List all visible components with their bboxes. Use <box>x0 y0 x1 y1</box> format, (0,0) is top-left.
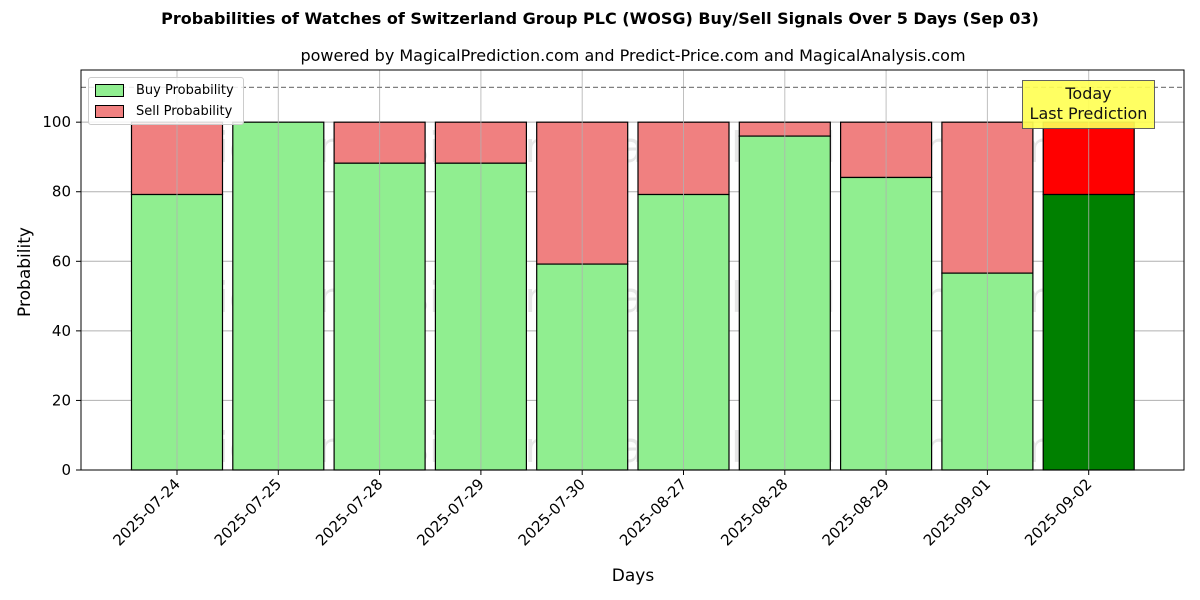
y-tick-label: 20 <box>52 391 71 409</box>
x-tick-label: 2025-07-30 <box>515 475 589 549</box>
legend-item-buy: Buy Probability <box>95 82 234 98</box>
vertical-gridlines <box>176 70 1090 470</box>
x-tick-label: 2025-07-24 <box>109 475 183 549</box>
x-tick-label: 2025-08-28 <box>717 475 791 549</box>
plot-frame <box>80 69 1185 471</box>
y-axis: 0 20 40 60 80 100 <box>42 113 81 479</box>
x-axis-label: Days <box>612 566 655 586</box>
annotation-line-1: Today <box>1065 84 1112 103</box>
x-tick-label: 2025-07-29 <box>413 475 487 549</box>
today-annotation: Today Last Prediction <box>1022 80 1155 129</box>
x-tick-label: 2025-08-27 <box>616 475 690 549</box>
sell-swatch-icon <box>95 104 124 118</box>
y-axis-label: Probability <box>15 227 35 317</box>
y-tick-label: 100 <box>42 113 71 131</box>
y-tick-label: 80 <box>52 183 71 201</box>
y-tick-label: 40 <box>52 322 71 340</box>
chart-title: Probabilities of Watches of Switzerland … <box>161 9 1039 28</box>
y-tick-label: 60 <box>52 252 71 270</box>
legend: Buy Probability Sell Probability <box>88 77 244 125</box>
x-tick-label: 2025-09-02 <box>1021 475 1095 549</box>
y-tick-label: 0 <box>61 461 71 479</box>
annotation-line-2: Last Prediction <box>1029 104 1148 123</box>
x-tick-label: 2025-07-28 <box>312 475 386 549</box>
x-tick-label: 2025-07-25 <box>211 475 285 549</box>
x-tick-label: 2025-08-29 <box>819 475 893 549</box>
legend-buy-label: Buy Probability <box>136 82 234 98</box>
chart-subtitle: powered by MagicalPrediction.com and Pre… <box>300 46 966 65</box>
x-axis: 2025-07-24 2025-07-25 2025-07-28 2025-07-29… <box>109 470 1096 549</box>
legend-item-sell: Sell Probability <box>95 103 232 119</box>
x-tick-label: 2025-09-01 <box>920 475 994 549</box>
legend-sell-label: Sell Probability <box>136 103 233 119</box>
buy-swatch-icon <box>95 83 124 97</box>
